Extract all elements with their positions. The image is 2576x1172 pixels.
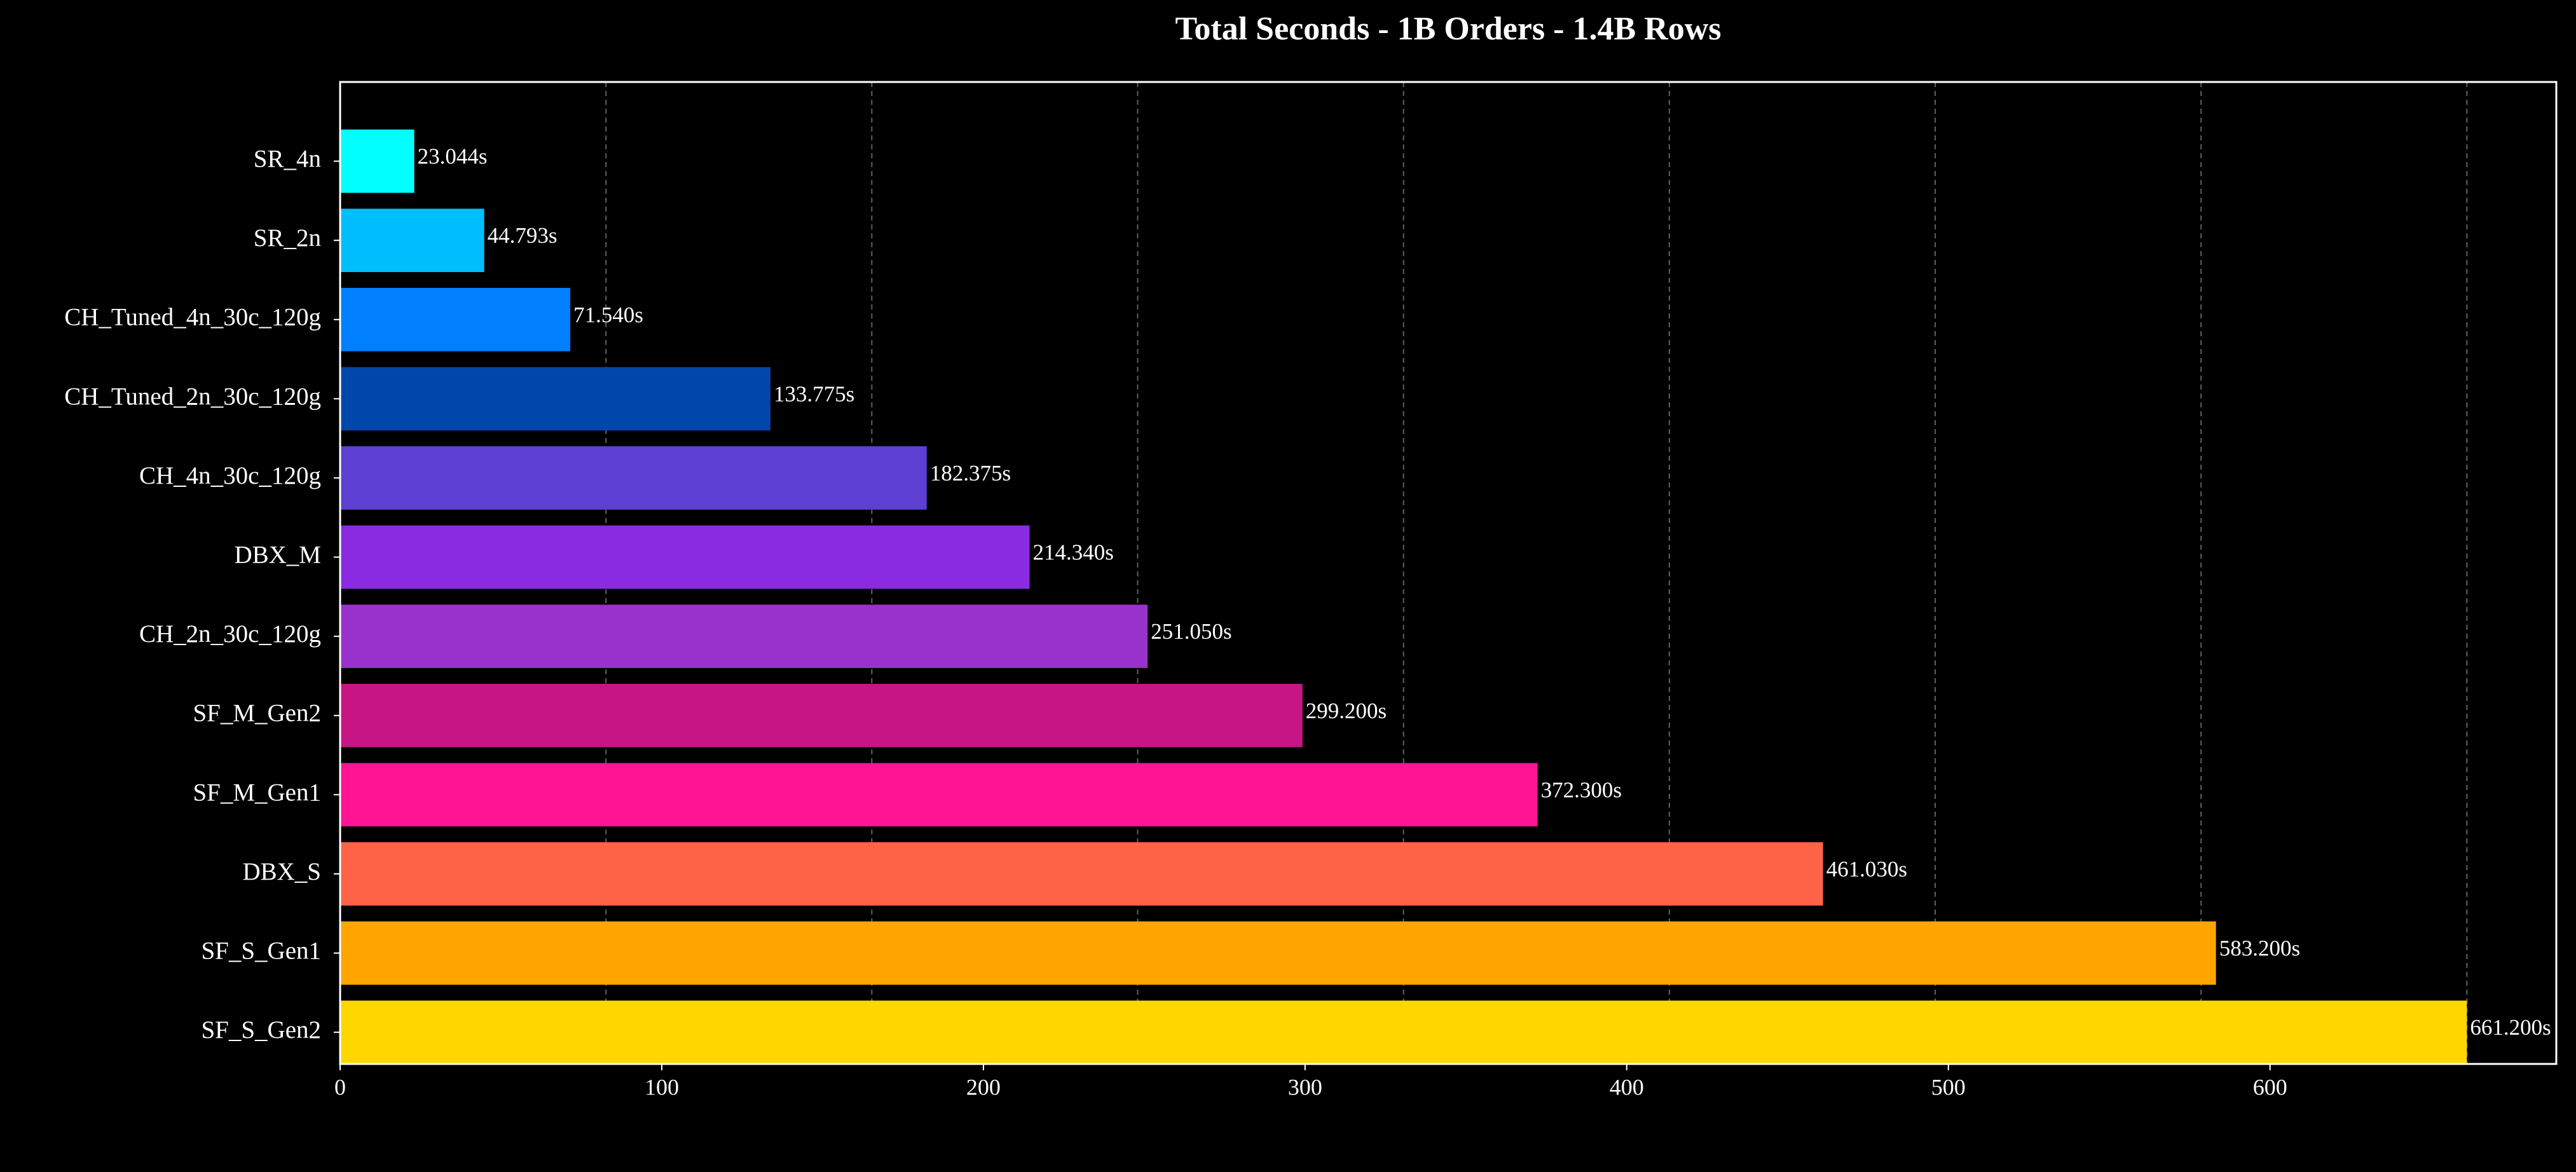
value-label: 372.300s [1541, 777, 1622, 802]
x-tick-label: 400 [1610, 1074, 1644, 1100]
x-tick-label: 600 [2253, 1074, 2287, 1100]
y-tick-label: SR_4n [254, 146, 321, 173]
y-tick-label: SF_M_Gen2 [193, 700, 321, 727]
plot-area: 0 100 200 300 400 500 600 SR_4n 23.044s SR_2n 44.7… [64, 82, 2551, 1100]
value-label: 251.050s [1151, 619, 1231, 644]
x-tick-label: 0 [334, 1074, 346, 1100]
bar [340, 129, 414, 193]
chart-title: Total Seconds - 1B Orders - 1.4B Rows [1175, 11, 1721, 47]
value-label: 661.200s [2470, 1015, 2551, 1040]
bar [340, 763, 1538, 827]
y-tick-label: SF_M_Gen1 [193, 779, 321, 806]
bar [340, 367, 771, 431]
value-label: 71.540s [573, 303, 643, 327]
y-tick-label: DBX_M [234, 542, 321, 569]
x-tick-label: 500 [1931, 1074, 1966, 1100]
bar [340, 842, 1823, 906]
x-tick-label: 200 [966, 1074, 1001, 1100]
value-label: 182.375s [930, 461, 1011, 486]
x-tick-label: 300 [1288, 1074, 1322, 1100]
y-tick-label: CH_Tuned_2n_30c_120g [64, 383, 321, 410]
bar [340, 604, 1148, 669]
y-tick-label: SF_S_Gen1 [201, 937, 321, 965]
bar [340, 208, 484, 273]
y-tick-label: DBX_S [242, 858, 321, 885]
bar [340, 1000, 2467, 1064]
y-tick-label: CH_4n_30c_120g [139, 462, 321, 489]
bar [340, 921, 2216, 985]
y-tick-label: SF_S_Gen2 [201, 1016, 321, 1044]
y-tick-label: CH_2n_30c_120g [139, 620, 321, 648]
bar [340, 683, 1303, 747]
value-label: 214.340s [1032, 540, 1113, 565]
value-label: 133.775s [774, 381, 854, 406]
value-label: 583.200s [2219, 936, 2300, 961]
y-tick-label: CH_Tuned_4n_30c_120g [64, 304, 321, 331]
value-label: 44.793s [488, 223, 558, 248]
x-tick-label: 100 [645, 1074, 679, 1100]
y-tick-label: SR_2n [254, 224, 321, 252]
value-label: 299.200s [1306, 698, 1387, 723]
bar [340, 446, 927, 510]
axes-frame [339, 81, 2558, 1065]
bar [340, 525, 1030, 589]
value-label: 461.030s [1826, 857, 1907, 882]
bar [340, 287, 570, 351]
value-label: 23.044s [418, 144, 488, 169]
